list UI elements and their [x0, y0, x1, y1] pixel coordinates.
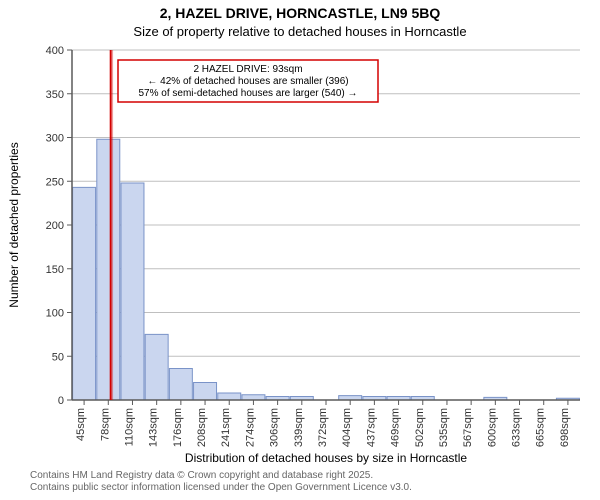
footer-line-1: Contains HM Land Registry data © Crown c… [30, 470, 373, 481]
footer-line-2: Contains public sector information licen… [30, 482, 412, 493]
svg-text:250: 250 [46, 176, 64, 188]
svg-text:Distribution of detached house: Distribution of detached houses by size … [185, 451, 467, 465]
svg-text:78sqm: 78sqm [99, 408, 111, 441]
bar [218, 393, 241, 400]
svg-text:350: 350 [46, 89, 64, 101]
svg-text:150: 150 [46, 264, 64, 276]
svg-text:437sqm: 437sqm [365, 408, 377, 447]
svg-text:600sqm: 600sqm [486, 408, 498, 447]
bar [121, 183, 144, 400]
svg-text:665sqm: 665sqm [535, 408, 547, 447]
svg-text:208sqm: 208sqm [196, 408, 208, 447]
svg-text:400: 400 [46, 45, 64, 57]
svg-text:306sqm: 306sqm [269, 408, 281, 447]
svg-text:50: 50 [52, 351, 64, 363]
svg-text:176sqm: 176sqm [172, 408, 184, 447]
bar [194, 383, 217, 401]
svg-text:143sqm: 143sqm [148, 408, 160, 447]
svg-text:200: 200 [46, 220, 64, 232]
svg-text:372sqm: 372sqm [317, 408, 329, 447]
bar [97, 139, 120, 400]
bar [242, 395, 265, 400]
svg-text:Number of detached properties: Number of detached properties [7, 142, 21, 307]
svg-text:274sqm: 274sqm [244, 408, 256, 447]
histogram-chart: 2, HAZEL DRIVE, HORNCASTLE, LN9 5BQ Size … [0, 0, 600, 500]
svg-text:Size of property relative to d: Size of property relative to detached ho… [133, 24, 466, 39]
svg-text:45sqm: 45sqm [75, 408, 87, 441]
svg-text:404sqm: 404sqm [341, 408, 353, 447]
svg-text:698sqm: 698sqm [559, 408, 571, 447]
svg-text:0: 0 [58, 395, 64, 407]
bar [145, 334, 168, 400]
svg-text:339sqm: 339sqm [293, 408, 305, 447]
svg-text:300: 300 [46, 133, 64, 145]
chart-container: 2, HAZEL DRIVE, HORNCASTLE, LN9 5BQ Size … [0, 0, 600, 500]
svg-text:110sqm: 110sqm [123, 408, 135, 446]
svg-text:2 HAZEL DRIVE: 93sqm: 2 HAZEL DRIVE: 93sqm [193, 64, 302, 75]
svg-text:57% of semi-detached houses ar: 57% of semi-detached houses are larger (… [138, 88, 357, 99]
svg-text:← 42% of detached houses are s: ← 42% of detached houses are smaller (39… [147, 76, 348, 87]
bar [73, 187, 96, 400]
svg-text:502sqm: 502sqm [414, 408, 426, 447]
svg-text:469sqm: 469sqm [390, 408, 402, 447]
svg-text:100: 100 [46, 308, 64, 320]
svg-text:2, HAZEL DRIVE, HORNCASTLE, LN: 2, HAZEL DRIVE, HORNCASTLE, LN9 5BQ [160, 5, 441, 21]
bar [169, 369, 192, 401]
svg-text:633sqm: 633sqm [511, 408, 523, 447]
svg-text:535sqm: 535sqm [438, 408, 450, 447]
svg-text:567sqm: 567sqm [462, 408, 474, 447]
svg-text:241sqm: 241sqm [220, 408, 232, 447]
